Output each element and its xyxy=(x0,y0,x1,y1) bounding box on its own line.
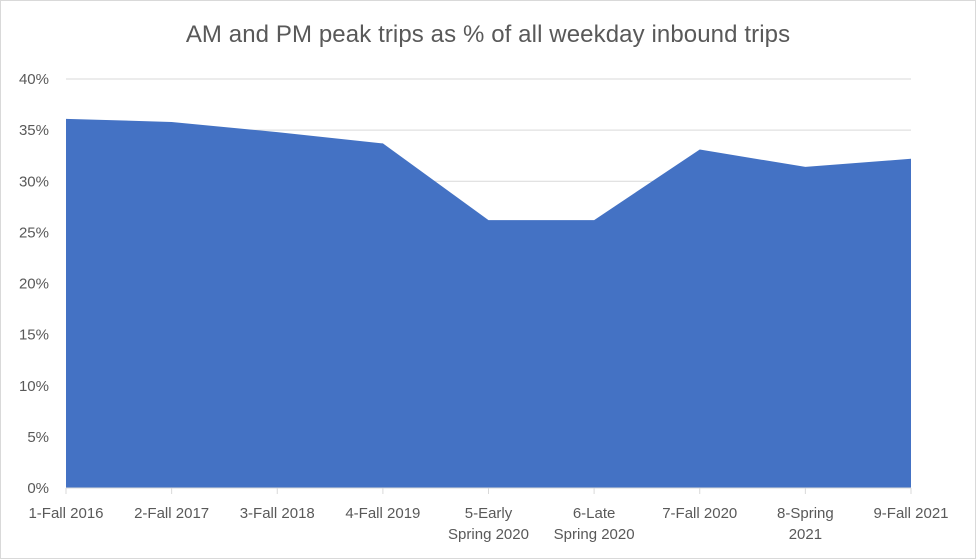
series-area xyxy=(66,118,911,488)
x-tick-label: 4-Fall 2019 xyxy=(345,505,420,522)
y-tick-label: 5% xyxy=(27,429,49,446)
x-tick-label: 1-Fall 2016 xyxy=(28,505,103,522)
x-tick-label: 3-Fall 2018 xyxy=(240,505,315,522)
y-tick-label: 15% xyxy=(19,327,49,344)
y-tick-label: 25% xyxy=(19,224,49,241)
y-tick-label: 10% xyxy=(19,378,49,395)
y-tick-label: 30% xyxy=(19,173,49,190)
x-tick-label: 7-Fall 2020 xyxy=(662,505,737,522)
y-tick-label: 20% xyxy=(19,276,49,293)
area-series xyxy=(66,118,911,488)
x-tick-label: 5-Early Spring 2020 xyxy=(448,505,529,543)
chart-title: AM and PM peak trips as % of all weekday… xyxy=(185,21,791,48)
x-tick-label: 2-Fall 2017 xyxy=(134,505,209,522)
y-tick-label: 40% xyxy=(19,71,49,88)
y-tick-label: 35% xyxy=(19,122,49,139)
x-axis: 1-Fall 2016 2-Fall 2017 3-Fall 2018 4-Fall … xyxy=(28,487,949,543)
x-tick-label: 6-Late Spring 2020 xyxy=(554,505,635,543)
y-tick-label: 0% xyxy=(27,480,49,497)
y-axis: 0% 5% 10% 15% 20% 25% 30% 35% 40% xyxy=(19,71,49,497)
x-tick-label: 8-Spring 2021 xyxy=(777,505,834,543)
x-tick-label: 9-Fall 2021 xyxy=(873,505,948,522)
